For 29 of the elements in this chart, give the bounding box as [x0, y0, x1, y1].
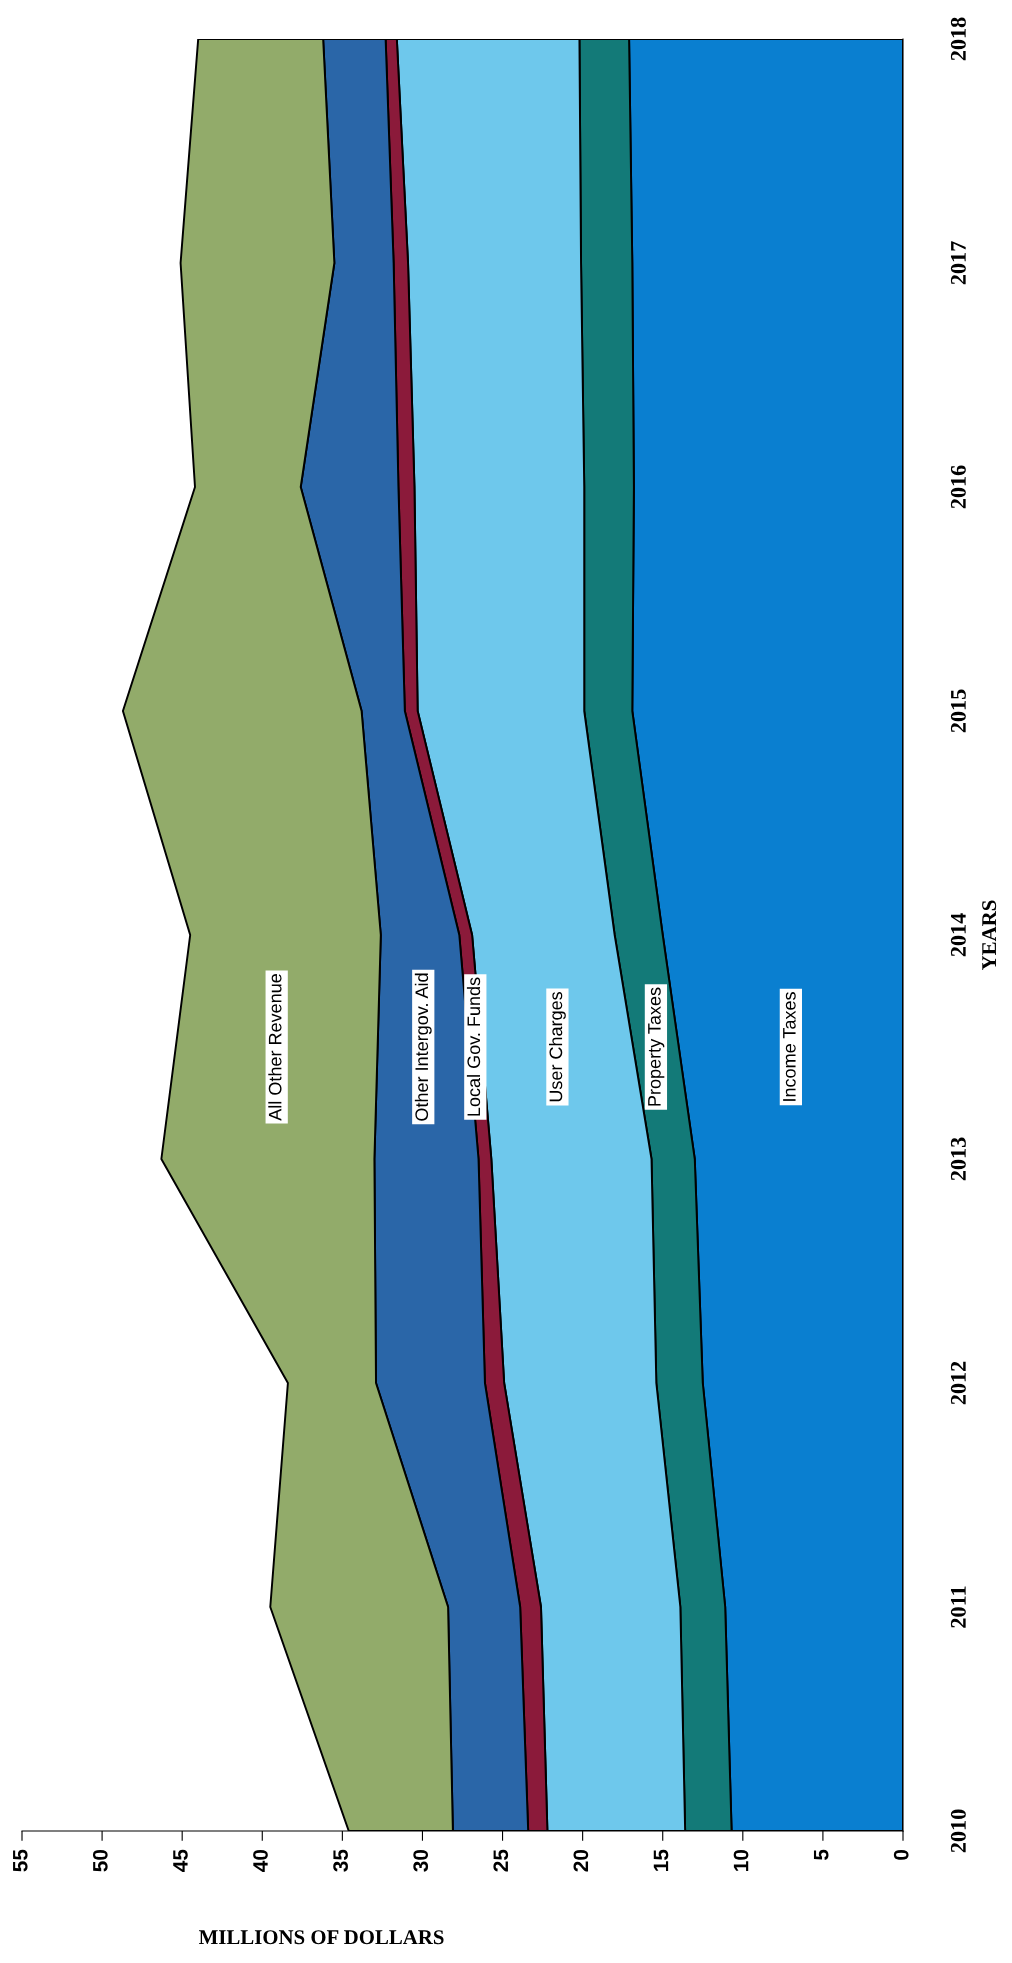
- y-tick-label: 2013: [950, 1137, 966, 1181]
- series-label: Local Gov. Funds: [466, 977, 481, 1116]
- x-tick-label: 35: [333, 1849, 348, 1872]
- x-tick-label: 10: [733, 1849, 749, 1871]
- x-tick-label: 30: [413, 1849, 429, 1872]
- x-tick-label: 20: [573, 1849, 589, 1872]
- x-tick-label: 50: [92, 1849, 108, 1872]
- series-label: User Charges: [548, 991, 566, 1102]
- x-tick-label: 15: [653, 1849, 669, 1871]
- series-label: Property Taxes: [648, 987, 665, 1106]
- x-tick-label: 55: [13, 1849, 28, 1872]
- y-axis-title: YEARS: [982, 900, 997, 970]
- x-tick-label: 25: [493, 1849, 509, 1872]
- y-tick-label: 2014: [950, 913, 966, 957]
- x-tick-label: 5: [813, 1849, 829, 1860]
- series-label: Other Intergov. Aid: [414, 973, 432, 1121]
- y-tick-label: 2015: [950, 689, 966, 733]
- x-tick-label: 45: [173, 1849, 188, 1872]
- y-tick-label: 2016: [950, 465, 966, 509]
- y-tick-label: 2011: [950, 1586, 966, 1628]
- series-label: All Other Revenue: [268, 974, 282, 1121]
- x-axis-title: MILLIONS OF DOLLARS: [199, 1930, 444, 1945]
- x-tick-label: 40: [253, 1849, 268, 1872]
- y-tick-label: 2010: [950, 1809, 966, 1853]
- y-tick-label: 2012: [950, 1361, 966, 1405]
- y-tick-label: 2018: [950, 17, 966, 61]
- series-label: Income Taxes: [783, 992, 796, 1101]
- x-tick-label: 0: [893, 1849, 909, 1860]
- y-tick-label: 2017: [950, 241, 966, 285]
